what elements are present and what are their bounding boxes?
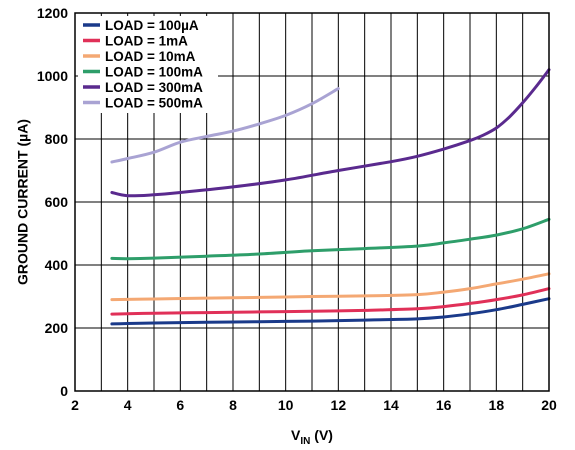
series-line-4 [110, 68, 551, 198]
legend-label: LOAD = 500mA [105, 96, 203, 111]
series-line-2 [110, 272, 551, 302]
series-line-5 [110, 87, 340, 164]
y-tick-label: 200 [45, 320, 69, 336]
x-tick-label: 2 [71, 397, 79, 413]
series-line-0 [110, 297, 551, 326]
legend-label: LOAD = 100mA [105, 65, 203, 80]
y-tick-labels: 0 200 400 600 800 1000 1200 [37, 5, 68, 399]
legend-background [78, 16, 218, 113]
x-tick-label: 20 [541, 397, 557, 413]
x-axis-title-main: V [291, 427, 301, 443]
x-axis-title: VIN (V) [291, 427, 333, 447]
x-tick-label: 16 [436, 397, 452, 413]
x-tick-label: 4 [124, 397, 132, 413]
x-axis-title-unit: (V) [310, 427, 333, 443]
x-tick-label: 6 [176, 397, 184, 413]
y-tick-label: 1200 [37, 5, 68, 21]
x-tick-label: 8 [229, 397, 237, 413]
y-tick-label: 600 [45, 194, 69, 210]
x-tick-label: 14 [383, 397, 399, 413]
x-tick-label: 10 [278, 397, 294, 413]
x-tick-labels: 2 4 6 8 10 12 14 16 18 20 [71, 397, 557, 413]
legend-label: LOAD = 100µA [105, 18, 199, 33]
plot-frame [74, 12, 550, 392]
legend-label: LOAD = 1mA [105, 34, 188, 49]
y-tick-label: 1000 [37, 68, 68, 84]
y-tick-label: 400 [45, 257, 69, 273]
y-tick-label: 0 [60, 383, 68, 399]
grid [75, 13, 549, 391]
series-line-3 [110, 217, 551, 261]
legend-label: LOAD = 10mA [105, 49, 196, 64]
series-line-1 [110, 287, 551, 316]
y-tick-label: 800 [45, 131, 69, 147]
legend-label: LOAD = 300mA [105, 80, 203, 95]
y-axis-title: GROUND CURRENT (µA) [15, 119, 31, 285]
x-tick-label: 18 [489, 397, 505, 413]
x-axis-title-subscript: IN [300, 436, 310, 447]
x-tick-label: 12 [331, 397, 347, 413]
series-layer [110, 68, 551, 326]
